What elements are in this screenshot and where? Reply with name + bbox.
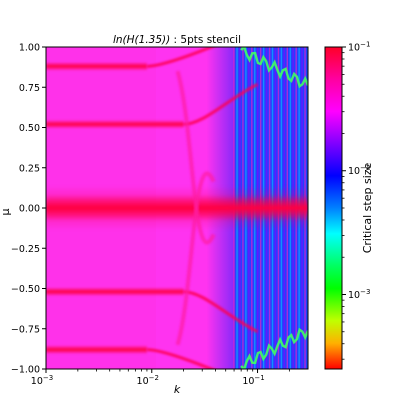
- red-bands: [46, 47, 308, 369]
- y-tick-label: 0.50: [19, 123, 40, 134]
- y-tick-label: 1.00: [19, 43, 40, 54]
- y-ticks: 1.00 0.75 0.50 0.25 0.00 −0.25 −0.50 −0.75 −1.00: [11, 43, 46, 376]
- red-band-curve: [146, 348, 216, 369]
- colorbar-tick-label: 10−3: [348, 288, 370, 301]
- x-tick-label: 10−1: [242, 374, 264, 387]
- green-contour: [240, 327, 308, 369]
- colorbar: [324, 46, 343, 370]
- colorbar-ticks: 10−1 10−2 10−3: [342, 41, 370, 360]
- x-tick-label: 10−2: [137, 374, 159, 387]
- green-contour: [240, 47, 308, 89]
- colorbar-tick-label: 10−1: [348, 41, 370, 54]
- green-contours: [240, 47, 308, 369]
- y-tick-label: 0.75: [19, 83, 40, 94]
- x-tick-label: 10−3: [31, 374, 53, 387]
- y-tick-label: 0.00: [19, 204, 40, 215]
- red-band: [46, 287, 184, 297]
- red-band-curve: [183, 290, 259, 334]
- red-band: [46, 119, 184, 129]
- x-axis-label: k: [174, 383, 181, 396]
- red-band: [46, 61, 147, 71]
- y-tick-label: −0.25: [11, 244, 40, 255]
- y-tick-label: 0.25: [19, 163, 40, 174]
- red-band: [46, 345, 147, 355]
- transition-curve: [175, 171, 216, 346]
- colorbar-label: Critical step size: [361, 162, 374, 253]
- heatmap: [46, 47, 308, 369]
- red-band-curve: [146, 47, 216, 68]
- red-band-curve: [183, 82, 259, 126]
- y-tick-label: −1.00: [11, 365, 40, 376]
- y-tick-label: −0.50: [11, 284, 40, 295]
- colorbar-tick-label: 10−2: [348, 164, 370, 177]
- chart-title: ln(H(1.35)) : 5pts stencil: [113, 34, 241, 46]
- y-axis-label: μ: [0, 209, 12, 216]
- y-tick-label: −0.75: [11, 324, 40, 335]
- red-band-glow: [46, 186, 308, 230]
- transition-curve: [175, 70, 216, 245]
- x-ticks: 10−3 10−2 10−1: [31, 369, 290, 387]
